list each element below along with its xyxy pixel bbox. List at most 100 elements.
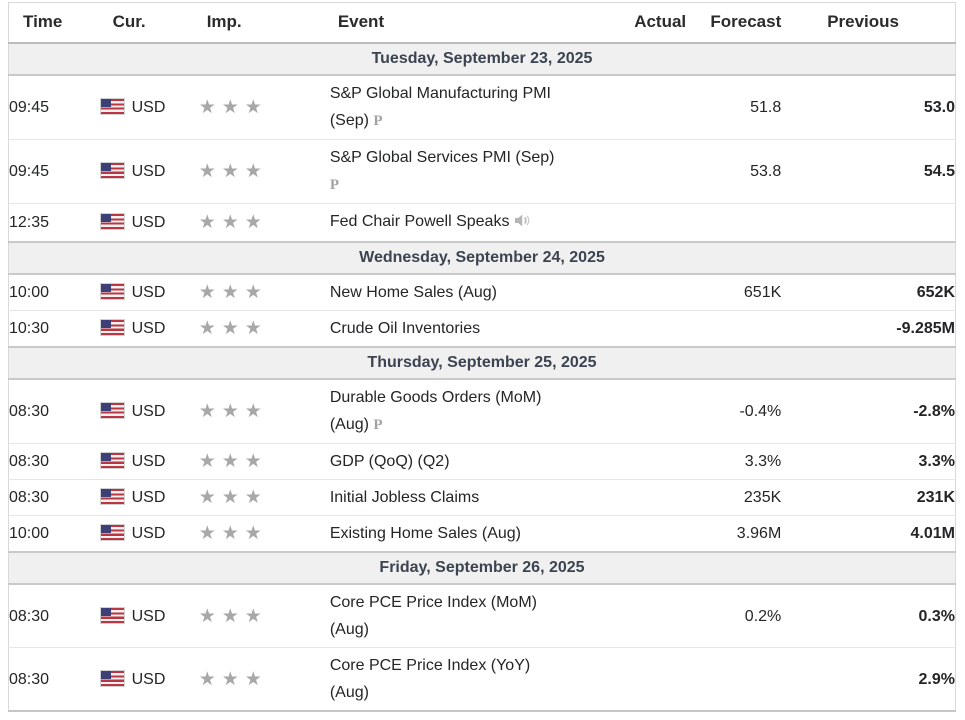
previous-value: 53.0 — [781, 75, 956, 140]
event-link[interactable]: Durable Goods Orders (MoM) (Aug) — [329, 389, 542, 433]
event-time: 12:35 — [8, 203, 101, 243]
star-icon: ★ — [221, 667, 239, 690]
star-icon: ★ — [221, 96, 239, 118]
event-link[interactable]: New Home Sales (Aug) — [329, 284, 497, 301]
event-time: 08:30 — [8, 584, 101, 648]
column-header-row: Time Cur. Imp. Event Actual Forecast Pre… — [8, 2, 956, 44]
actual-value — [620, 515, 687, 553]
forecast-value — [686, 647, 782, 712]
event-time: 10:00 — [8, 274, 101, 311]
star-icon: ★ — [244, 317, 262, 339]
star-icon: ★ — [244, 400, 262, 422]
event-link[interactable]: Core PCE Price Index (YoY) (Aug) — [329, 657, 531, 701]
previous-value: 0.3% — [781, 584, 956, 648]
previous-value: 2.9% — [781, 647, 956, 712]
event-content: Core PCE Price Index (YoY) (Aug) — [330, 652, 567, 706]
importance-stars: ★ ★ ★ — [198, 515, 330, 553]
us-flag-icon — [99, 524, 125, 541]
currency-cell: USD — [99, 443, 199, 480]
event-link[interactable]: Initial Jobless Claims — [329, 489, 480, 506]
importance-stars: ★ ★ ★ — [198, 139, 330, 204]
event-cell: Fed Chair Powell Speaks — [329, 203, 621, 243]
currency-cell: USD — [99, 75, 199, 140]
star-icon: ★ — [198, 486, 216, 508]
event-cell: Crude Oil Inventories — [329, 310, 621, 348]
currency-cell: USD — [99, 379, 199, 444]
previous-value: 231K — [781, 479, 956, 516]
event-content: GDP (QoQ) (Q2) — [330, 448, 567, 475]
event-cell: New Home Sales (Aug) — [329, 274, 621, 311]
star-icon: ★ — [198, 400, 216, 422]
event-cell: Initial Jobless Claims — [329, 479, 621, 516]
event-cell: S&P Global Manufacturing PMI (Sep) P — [329, 75, 621, 140]
star-icon: ★ — [244, 604, 262, 627]
event-time: 10:30 — [8, 310, 101, 348]
star-icon: ★ — [198, 604, 216, 627]
event-row: 08:30 USD ★ ★ ★ Core PCE Price Index (YoY) (A… — [8, 647, 956, 712]
event-link[interactable]: Core PCE Price Index (MoM) (Aug) — [329, 594, 537, 638]
star-icon: ★ — [221, 400, 239, 422]
forecast-value: 3.3% — [686, 443, 782, 480]
previous-value: 3.3% — [781, 443, 956, 480]
currency-cell: USD — [99, 203, 199, 243]
event-content: Fed Chair Powell Speaks — [330, 208, 567, 237]
column-header-currency: Cur. — [100, 2, 199, 44]
column-header-actual: Actual — [620, 2, 687, 44]
event-time: 08:30 — [8, 443, 101, 480]
speaker-icon — [514, 210, 531, 237]
currency-cell: USD — [99, 139, 199, 204]
event-content: Crude Oil Inventories — [330, 315, 567, 342]
star-icon: ★ — [221, 522, 239, 544]
event-cell: Core PCE Price Index (YoY) (Aug) — [329, 647, 621, 712]
event-link[interactable]: GDP (QoQ) (Q2) — [329, 453, 450, 470]
event-row: 10:00 USD ★ ★ ★ Existing Home Sales (Aug) 3.96… — [8, 515, 956, 553]
event-row: 09:45 USD ★ ★ ★ S&P Global Manufacturing PMI … — [8, 75, 956, 140]
star-icon: ★ — [244, 96, 262, 118]
importance-stars: ★ ★ ★ — [198, 274, 330, 311]
us-flag-icon — [99, 669, 125, 687]
importance-stars: ★ ★ ★ — [198, 479, 330, 516]
calendar-body: Tuesday, September 23, 2025 09:45 USD ★ ★ ★ S&… — [8, 42, 956, 712]
forecast-value: 3.96M — [686, 515, 782, 553]
column-header-importance: Imp. — [198, 2, 330, 44]
event-row: 08:30 USD ★ ★ ★ Durable Goods Orders (MoM) (A… — [8, 379, 956, 444]
event-link[interactable]: Crude Oil Inventories — [329, 320, 481, 337]
event-row: 10:30 USD ★ ★ ★ Crude Oil Inventories -9.285M — [8, 310, 956, 348]
actual-value — [620, 139, 687, 204]
actual-value — [620, 479, 687, 516]
forecast-value: 651K — [686, 274, 782, 311]
star-icon: ★ — [221, 211, 239, 233]
star-icon: ★ — [221, 604, 239, 627]
event-time: 08:30 — [8, 379, 101, 444]
preliminary-icon: P — [373, 417, 383, 433]
event-link[interactable]: Existing Home Sales (Aug) — [329, 525, 521, 542]
us-flag-icon — [99, 402, 125, 419]
star-icon: ★ — [198, 211, 216, 233]
currency-cell: USD — [99, 647, 199, 712]
event-link[interactable]: S&P Global Services PMI (Sep) — [329, 149, 555, 166]
day-label: Tuesday, September 23, 2025 — [8, 42, 956, 76]
event-cell: Existing Home Sales (Aug) — [329, 515, 621, 553]
actual-value — [620, 647, 687, 712]
currency-cell: USD — [99, 515, 199, 553]
currency-label: USD — [131, 525, 166, 542]
previous-value: -9.285M — [781, 310, 956, 348]
column-header-forecast: Forecast — [686, 2, 782, 44]
event-row: 08:30 USD ★ ★ ★ Initial Jobless Claims 235K 231… — [8, 479, 956, 516]
currency-cell: USD — [99, 274, 199, 311]
previous-value: 54.5 — [781, 139, 956, 204]
forecast-value: 0.2% — [686, 584, 782, 648]
event-time: 09:45 — [8, 139, 101, 204]
previous-value: -2.8% — [781, 379, 956, 444]
preliminary-icon: P — [329, 177, 339, 193]
star-icon: ★ — [244, 522, 262, 544]
forecast-value: 51.8 — [686, 75, 782, 140]
event-link[interactable]: S&P Global Manufacturing PMI (Sep) — [329, 85, 551, 129]
event-content: Durable Goods Orders (MoM) (Aug) P — [330, 384, 567, 439]
day-header-row: Thursday, September 25, 2025 — [8, 346, 956, 380]
event-cell: Durable Goods Orders (MoM) (Aug) P — [329, 379, 621, 444]
event-time: 09:45 — [8, 75, 101, 140]
currency-label: USD — [131, 403, 166, 420]
event-link[interactable]: Fed Chair Powell Speaks — [329, 213, 510, 230]
event-row: 12:35 USD ★ ★ ★ Fed Chair Powell Speaks — [8, 203, 956, 243]
